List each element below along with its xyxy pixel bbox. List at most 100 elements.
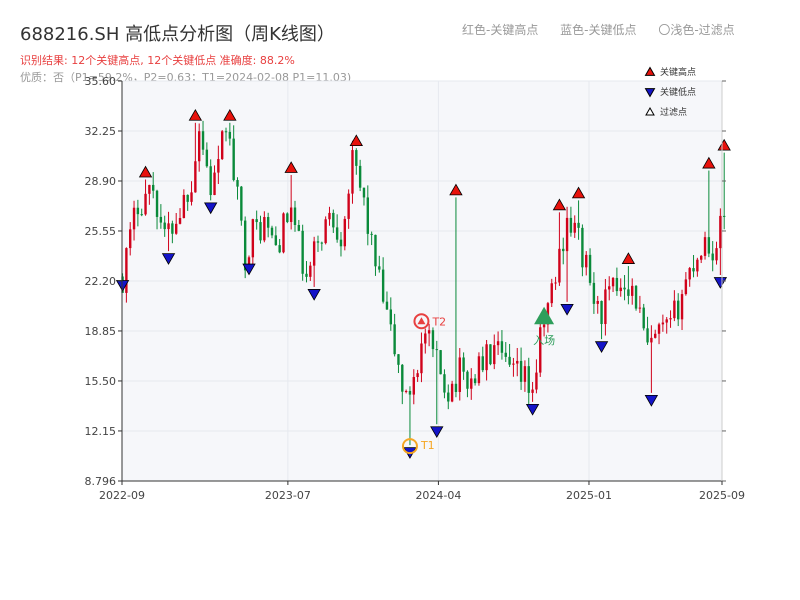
candle-body [719, 215, 722, 249]
candle-body [186, 194, 189, 202]
key-high-marker [188, 108, 203, 121]
x-tick-label: 2025-09 [699, 489, 745, 502]
legend-low-icon [644, 88, 656, 98]
candle-body [489, 344, 492, 365]
candle-body [623, 287, 626, 290]
key-low-marker [307, 289, 321, 301]
x-tick-label: 2023-07 [265, 489, 311, 502]
candle-body [523, 366, 527, 382]
top-legend: 红色-关键高点 蓝色-关键低点 〇浅色-过滤点 [462, 21, 753, 38]
candle-body [163, 222, 166, 230]
candle-body [343, 218, 347, 247]
key-low-marker [525, 403, 540, 416]
candle-body [136, 207, 140, 215]
candle-body [631, 285, 634, 296]
y-tick-label: 15.50 [85, 375, 117, 388]
candle-body [393, 324, 396, 355]
candle-body [328, 212, 331, 220]
candle-body [378, 266, 381, 270]
candle-body [309, 265, 312, 277]
candle-body [600, 300, 603, 325]
candle-body [232, 138, 235, 181]
candle-body [596, 300, 599, 304]
candle-body [404, 390, 408, 392]
candle-body [125, 248, 128, 293]
candle-body [286, 213, 289, 223]
candle-body [604, 289, 607, 325]
key-high-marker [552, 198, 567, 211]
candle-body [512, 363, 515, 365]
candle-body [688, 268, 691, 280]
result-summary: 识别结果: 12个关键高点, 12个关键低点 准确度: 88.2% [20, 54, 295, 67]
y-tick-label: 12.15 [85, 425, 117, 438]
candle-body [531, 389, 534, 393]
candle-body [608, 286, 611, 290]
candle-body [493, 345, 496, 365]
key-low-marker [594, 341, 609, 353]
key-high-marker [571, 186, 586, 199]
candle-body [500, 341, 504, 353]
key-low-marker [560, 303, 574, 316]
key-low-marker [430, 426, 444, 439]
candle-body [673, 300, 676, 319]
candle-body [401, 364, 404, 392]
candle-body [508, 356, 511, 365]
candle-body [581, 227, 584, 268]
candle-body [439, 350, 442, 375]
candle-body [585, 254, 588, 268]
t2-label: T2 [431, 315, 446, 328]
candle-body [458, 357, 461, 392]
candle-body [152, 184, 155, 191]
candle-body [312, 241, 316, 266]
candle-body [627, 289, 630, 296]
key-high-marker [449, 183, 463, 196]
candle-body [174, 223, 178, 234]
candle-body [297, 224, 301, 231]
y-tick-label: 22.20 [85, 275, 117, 288]
candle-body [362, 187, 366, 198]
candle-body [431, 330, 435, 350]
candle-body [611, 277, 615, 287]
y-tick-label: 32.25 [85, 125, 117, 138]
key-low-marker [161, 253, 176, 265]
candle-body [194, 161, 197, 193]
candle-body [638, 307, 642, 309]
candle-body [144, 193, 147, 215]
key-high-marker [223, 108, 237, 121]
candle-body [542, 324, 546, 328]
candles-group [121, 120, 726, 446]
candle-body [424, 333, 427, 344]
candle-body [197, 131, 201, 162]
candle-body [389, 309, 392, 325]
key-high-marker [717, 138, 731, 151]
candle-body [182, 194, 186, 219]
candle-body [535, 372, 538, 390]
candle-body [251, 219, 255, 258]
candle-body [339, 239, 343, 247]
y-tick-label: 35.60 [85, 75, 117, 88]
candle-body [236, 180, 239, 187]
legend-filtered-icon [645, 106, 655, 116]
candle-body [266, 217, 270, 228]
candle-body [201, 131, 205, 150]
candle-body [565, 217, 569, 252]
candle-body [619, 287, 622, 292]
t2-marker [417, 317, 426, 325]
candle-body [447, 392, 450, 402]
chart-title: 688216.SH 高低点分析图（周K线图） [20, 24, 335, 45]
candle-body [477, 356, 481, 384]
candle-body [420, 343, 423, 374]
candle-body [527, 366, 530, 393]
candle-body [692, 268, 695, 272]
candle-body [148, 184, 151, 194]
candle-body [374, 234, 377, 267]
candle-body [385, 301, 389, 310]
candle-body [213, 172, 216, 196]
markers-group: T1 T2 入场 [115, 108, 731, 459]
candle-body [707, 237, 711, 254]
legend-high-icon [644, 66, 656, 76]
x-tick-label: 2024-04 [415, 489, 461, 502]
candle-body [677, 300, 680, 320]
candle-body [699, 255, 703, 260]
candle-body [159, 216, 163, 223]
